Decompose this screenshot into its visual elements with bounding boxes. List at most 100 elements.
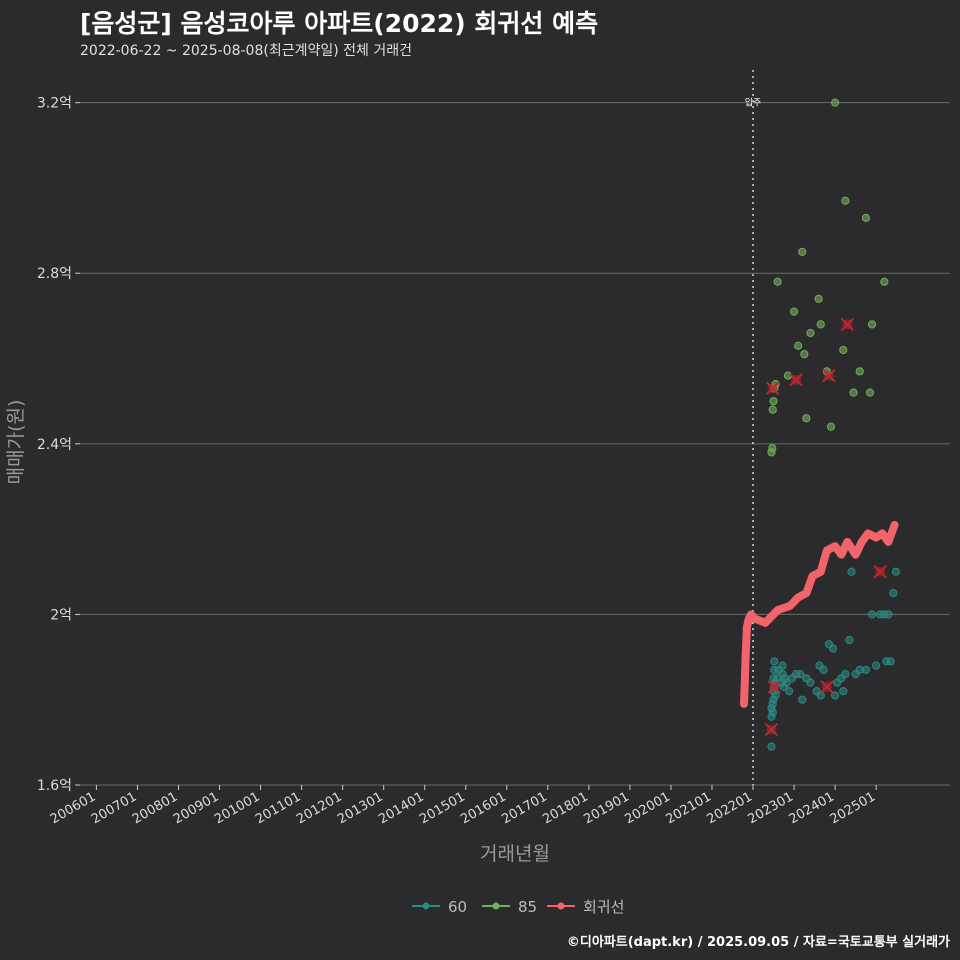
point-60 (796, 670, 805, 679)
x-axis-ticks: 2006012007012008012009012010012011012012… (48, 785, 878, 827)
outlier-cross (766, 381, 780, 396)
point-60 (845, 635, 854, 645)
x-tick-label: 202301 (746, 789, 796, 827)
x-tick-label: 201501 (417, 789, 467, 827)
point-85 (855, 367, 864, 376)
y-axis-title: 매매가(원) (5, 400, 27, 485)
point-60 (778, 661, 787, 670)
series-regression (740, 520, 899, 708)
point-60 (816, 691, 825, 700)
point-60 (839, 687, 848, 696)
outlier-cross (820, 680, 834, 694)
point-85 (849, 388, 858, 397)
series-60 (767, 567, 900, 751)
point-60 (830, 691, 840, 700)
regression-line (740, 520, 899, 708)
point-60 (768, 708, 777, 717)
y-tick-label: 2억 (50, 607, 72, 623)
point-85 (865, 388, 875, 397)
point-60 (867, 610, 877, 619)
grid-lines (80, 102, 950, 786)
point-60 (771, 691, 780, 700)
point-85 (806, 328, 815, 338)
outlier-cross (767, 680, 782, 694)
source-caption: ©디아파트(dapt.kr) / 2025.09.05 / 자료=국토교통부 실… (566, 935, 950, 950)
chart-title: [음성군] 음성코아루 아파트(2022) 회귀선 예측 (80, 9, 599, 38)
y-axis-ticks: 1.6억 2억 2.4억 2.8억 3.2억 (37, 96, 80, 794)
point-85 (816, 320, 825, 329)
point-85 (768, 443, 777, 453)
y-tick-label: 1.6억 (37, 778, 72, 794)
x-tick-label: 201801 (540, 789, 590, 827)
point-60 (806, 678, 815, 687)
point-60 (886, 657, 895, 666)
point-60 (828, 644, 838, 653)
point-60 (891, 567, 900, 576)
y-tick-label: 3.2억 (37, 96, 72, 112)
legend-marker (492, 902, 500, 910)
y-tick-label: 2.4억 (37, 437, 72, 453)
legend-marker (557, 902, 565, 910)
legend-label: 60 (448, 898, 467, 916)
point-60 (798, 695, 807, 704)
point-85 (826, 422, 836, 431)
point-85 (794, 341, 803, 350)
point-60 (782, 678, 791, 687)
point-85 (867, 320, 877, 329)
move-in-label: 입주 (745, 97, 762, 109)
x-axis-title: 거래년월 (480, 843, 550, 865)
point-60 (841, 670, 850, 679)
point-85 (830, 98, 840, 107)
x-tick-label: 202401 (787, 789, 837, 827)
point-85 (768, 405, 777, 414)
outlier-cross (789, 373, 803, 387)
point-60 (884, 610, 893, 619)
point-85 (789, 307, 799, 316)
point-85 (798, 247, 807, 257)
x-tick-label: 200801 (130, 789, 180, 827)
point-60 (819, 665, 828, 674)
move-in-line: 입주 (745, 70, 762, 785)
x-tick-label: 202001 (622, 789, 672, 827)
point-60 (889, 588, 898, 598)
y-tick-label: 2.8억 (37, 266, 72, 282)
point-85 (783, 371, 793, 380)
point-85 (773, 277, 782, 286)
x-tick-label: 201401 (376, 789, 426, 827)
x-tick-label: 201701 (499, 789, 549, 827)
x-tick-label: 201901 (581, 789, 631, 827)
outlier-cross (764, 722, 779, 737)
point-60 (872, 661, 881, 670)
chart-subtitle: 2022-06-22 ~ 2025-08-08(최근계약일) 전체 거래건 (80, 43, 412, 59)
point-60 (770, 657, 779, 666)
outlier-cross (822, 368, 836, 383)
series-85 (767, 98, 889, 457)
point-85 (814, 294, 823, 303)
x-tick-label: 202501 (828, 789, 878, 827)
x-tick-label: 201201 (294, 789, 344, 827)
legend-label: 85 (518, 898, 537, 916)
point-85 (861, 213, 870, 222)
x-tick-label: 200601 (48, 789, 98, 827)
point-85 (880, 277, 889, 286)
outlier-markers (764, 317, 887, 737)
point-60 (767, 742, 776, 751)
point-60 (785, 687, 794, 696)
outlier-cross (840, 317, 855, 332)
point-85 (802, 414, 811, 423)
point-85 (839, 345, 848, 355)
point-85 (800, 350, 809, 359)
legend-label: 회귀선 (583, 898, 624, 916)
x-tick-label: 202101 (663, 789, 713, 827)
legend: 60 85 회귀선 (412, 898, 624, 916)
x-tick-label: 201601 (458, 789, 508, 827)
outlier-cross (873, 565, 887, 579)
point-60 (861, 665, 870, 674)
x-tick-label: 200701 (89, 789, 139, 827)
x-tick-label: 202201 (705, 789, 755, 827)
x-tick-label: 201301 (335, 789, 385, 827)
point-85 (769, 397, 778, 406)
legend-marker (422, 902, 430, 910)
x-tick-label: 201101 (253, 789, 303, 827)
